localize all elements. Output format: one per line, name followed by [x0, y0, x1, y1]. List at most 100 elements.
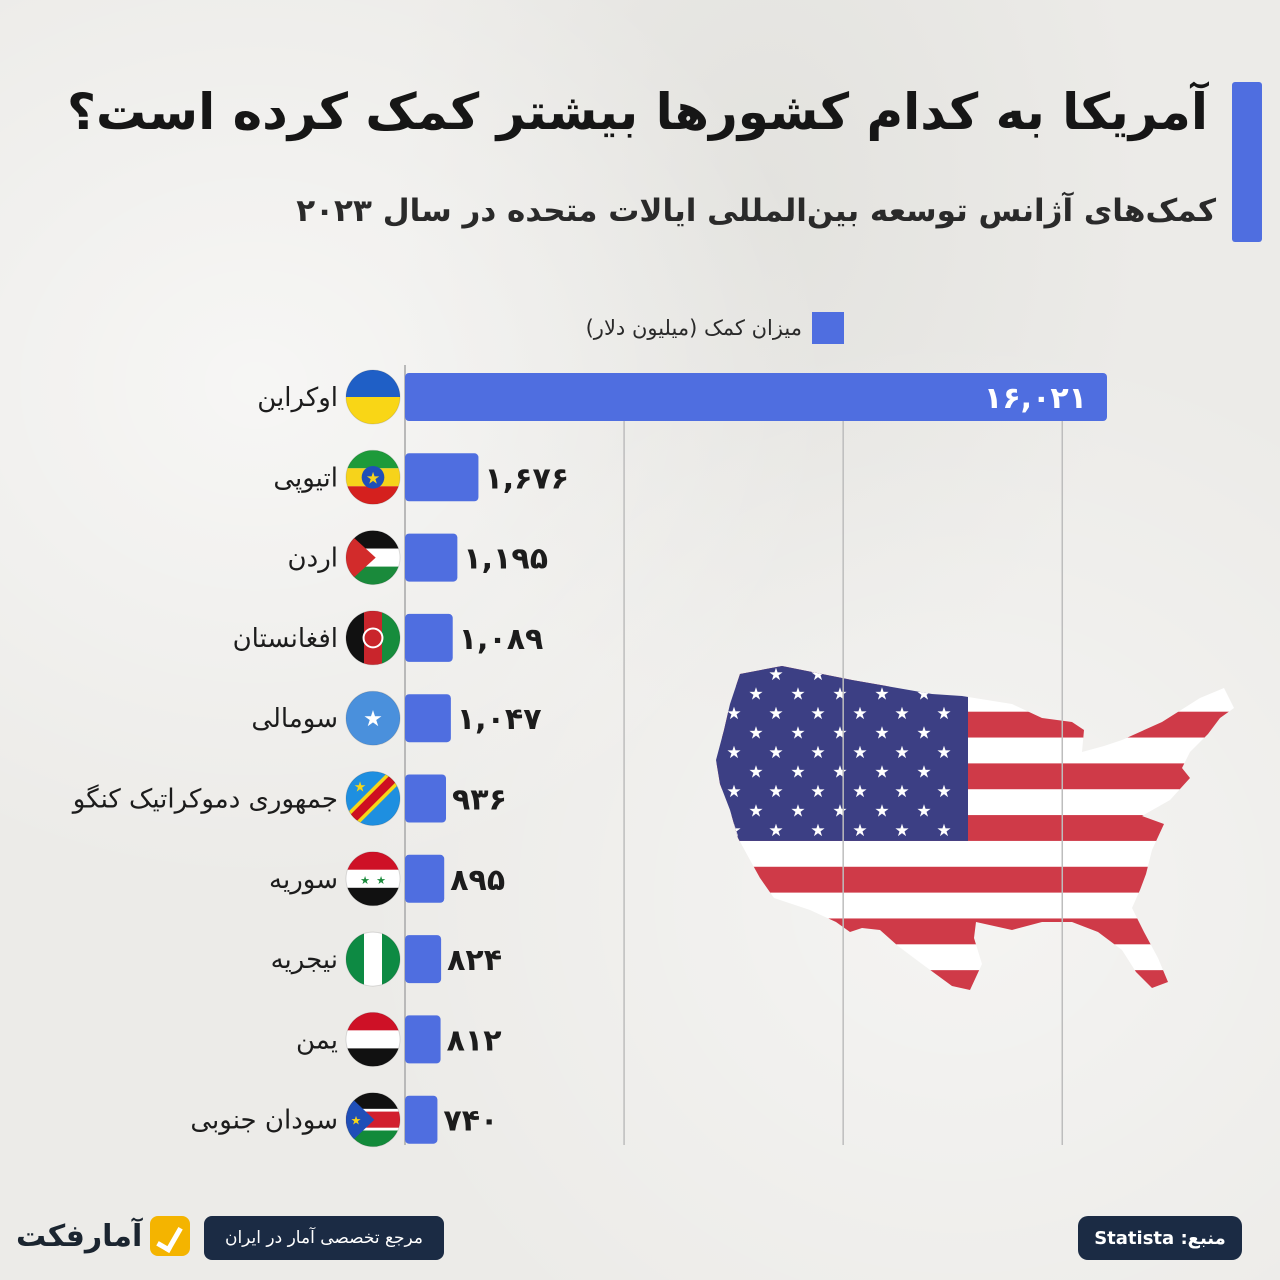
brand-logo: آمارفکت: [16, 1214, 196, 1258]
svg-text:★: ★: [748, 724, 763, 744]
category-label: افغانستان: [233, 624, 338, 654]
bar: [405, 533, 458, 582]
category-label: سومالی: [251, 704, 338, 734]
legend-label: میزان کمک (میلیون دلار): [585, 316, 802, 340]
bars: ۱۶,۰۲۱ اوکراین ۱,۶۷۶ ★ اتیوپی ۱,۱۹۵ اردن ۱,۰۸۹ ا…: [71, 369, 1107, 1148]
chart-legend: میزان کمک (میلیون دلار): [586, 312, 844, 344]
brand-name: آمارفکت: [16, 1218, 143, 1254]
bar: [405, 774, 447, 823]
bar-row: ۸۱۲ یمن: [296, 1011, 502, 1067]
bar-row: ۱,۱۹۵ اردن: [288, 530, 548, 586]
svg-text:★: ★: [874, 724, 889, 744]
bar-row: ۱,۰۸۹ افغانستان: [233, 610, 544, 666]
title-accent-bar: [1232, 82, 1262, 242]
ukraine-flag-icon: [345, 369, 401, 425]
south-sudan-flag-icon: ★: [345, 1092, 401, 1148]
svg-text:★: ★: [894, 704, 909, 724]
bar-value-label: ۱,۶۷۶: [484, 461, 569, 496]
bar-row: ۸۲۴ نیجریه: [271, 931, 502, 987]
dr-congo-flag-icon: ★: [345, 771, 401, 826]
bar-value-label: ۱,۰۸۹: [459, 622, 544, 657]
bar-row: ۸۹۵★ ★سوریه: [269, 851, 505, 907]
svg-text:★: ★: [894, 782, 909, 802]
svg-text:★: ★: [768, 782, 783, 802]
legend-swatch: [812, 312, 844, 344]
jordan-flag-icon: [345, 530, 401, 586]
bar-value-label: ۹۳۶: [452, 783, 507, 818]
svg-text:★: ★: [852, 743, 867, 763]
svg-text:★: ★: [810, 821, 825, 841]
svg-text:★: ★: [768, 743, 783, 763]
svg-text:★: ★: [810, 782, 825, 802]
svg-text:★: ★: [354, 780, 367, 796]
category-label: یمن: [296, 1025, 338, 1055]
svg-text:★: ★: [852, 821, 867, 841]
svg-text:★: ★: [790, 724, 805, 744]
bar-value-label: ۱,۱۹۵: [463, 542, 548, 577]
category-label: نیجریه: [271, 945, 338, 975]
svg-text:★: ★: [726, 782, 741, 802]
svg-text:★: ★: [894, 743, 909, 763]
source-badge: منبع: Statista: [1078, 1216, 1242, 1260]
bar-value-label: ۸۲۴: [447, 943, 502, 978]
ethiopia-flag-icon: ★: [345, 449, 401, 505]
somalia-flag-icon: ★: [345, 690, 401, 746]
category-label: سوریه: [269, 865, 338, 895]
bar: [405, 373, 1107, 421]
page-subtitle: کمک‌های آژانس توسعه بین‌المللی ایالات مت…: [296, 193, 1216, 229]
category-label: اوکراین: [257, 383, 338, 413]
svg-text:★: ★: [874, 685, 889, 705]
bar-value-label: ۱,۰۴۷: [457, 702, 542, 737]
usa-flag-map-image: ★ ★ ★ ★ ★ ★★ ★ ★ ★ ★★ ★ ★ ★ ★ ★★ ★ ★ ★ ★★ ★ ★ ★ ★ ★★ ★ ★ ★ ★★ ★ ★ ★ ★ ★★…: [716, 665, 1234, 990]
nigeria-flag-icon: [345, 931, 401, 987]
svg-text:★: ★: [366, 468, 380, 487]
bar: [405, 854, 445, 903]
bar: [405, 694, 451, 743]
category-label: اردن: [288, 544, 338, 574]
svg-text:★: ★: [748, 685, 763, 705]
bar-row: ۷۴۰ ★ سودان جنوبی: [190, 1092, 498, 1148]
category-label: جمهوری دموکراتیک کنگو: [71, 784, 338, 815]
bar-row: ۱,۶۷۶ ★ اتیوپی: [273, 449, 569, 505]
svg-text:★: ★: [790, 685, 805, 705]
svg-text:★: ★: [768, 821, 783, 841]
svg-text:★: ★: [936, 821, 951, 841]
svg-text:★: ★: [874, 802, 889, 822]
svg-text:★: ★: [790, 763, 805, 783]
yemen-flag-icon: [345, 1011, 401, 1067]
bar-value-label: ۸۱۲: [447, 1023, 502, 1058]
bar-row: ۱,۰۴۷ ★ سومالی: [251, 690, 542, 746]
syria-flag-icon: ★ ★: [345, 851, 401, 907]
svg-text:★: ★: [936, 782, 951, 802]
brand-tagline: مرجع تخصصی آمار در ایران: [204, 1216, 444, 1260]
bar-value-label: ۱۶,۰۲۱: [984, 381, 1087, 416]
bar: [405, 935, 442, 984]
category-label: سودان جنوبی: [190, 1106, 338, 1136]
svg-text:★: ★: [376, 874, 386, 887]
svg-text:★: ★: [810, 743, 825, 763]
svg-text:★: ★: [748, 802, 763, 822]
bar-row: ۱۶,۰۲۱ اوکراین: [257, 369, 1107, 425]
svg-text:★: ★: [852, 704, 867, 724]
bar-row: ۹۳۶ ★ جمهوری دموکراتیک کنگو: [71, 771, 507, 826]
bar: [405, 1095, 438, 1144]
svg-text:★: ★: [810, 704, 825, 724]
bar: [405, 613, 453, 662]
svg-text:★: ★: [363, 707, 383, 732]
svg-text:★: ★: [360, 874, 370, 887]
category-label: اتیوپی: [273, 463, 338, 493]
bar: [405, 1015, 441, 1064]
svg-text:★: ★: [852, 782, 867, 802]
svg-text:★: ★: [768, 704, 783, 724]
bar-value-label: ۷۴۰: [443, 1104, 498, 1139]
svg-text:★: ★: [726, 743, 741, 763]
afghanistan-flag-icon: [345, 610, 401, 666]
svg-text:★: ★: [726, 704, 741, 724]
svg-text:★: ★: [936, 743, 951, 763]
svg-text:★: ★: [936, 704, 951, 724]
svg-text:★: ★: [351, 1114, 362, 1128]
svg-text:★: ★: [916, 763, 931, 783]
svg-text:★: ★: [768, 665, 783, 685]
brand-check-icon: [150, 1216, 191, 1256]
